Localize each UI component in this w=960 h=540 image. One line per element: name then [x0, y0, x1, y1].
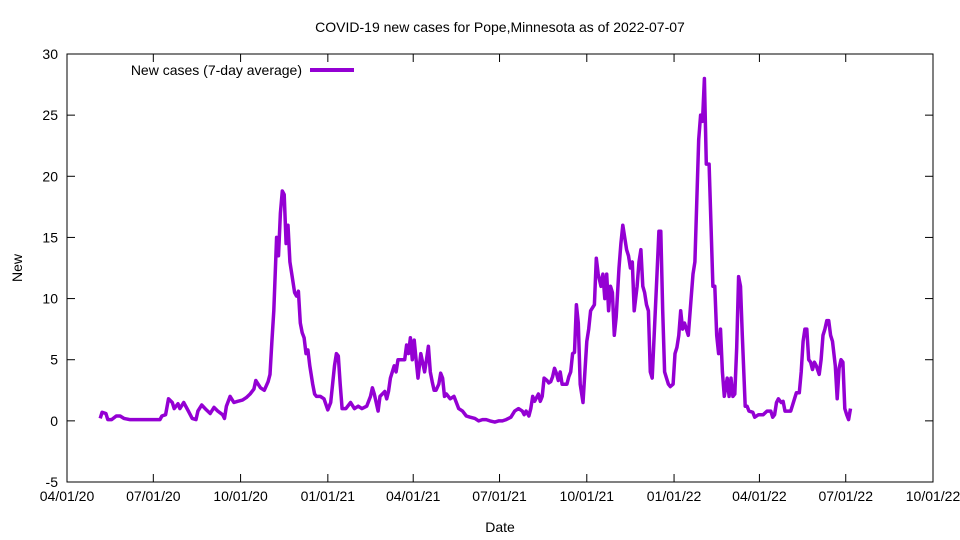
x-axis-label: Date [485, 519, 515, 535]
y-tick-label: 0 [50, 413, 58, 429]
x-axis: 04/01/20 07/01/20 10/01/20 01/01/21 04/01/21… [40, 54, 960, 504]
y-axis: -5 0 5 10 15 20 25 30 [42, 46, 933, 490]
x-tick-label: 04/01/22 [732, 488, 787, 504]
y-axis-label: New [9, 253, 25, 282]
y-tick-label: 15 [42, 229, 58, 245]
legend: New cases (7-day average) [131, 62, 354, 78]
x-tick-label: 10/01/22 [906, 488, 960, 504]
x-tick-label: 07/01/22 [818, 488, 873, 504]
y-tick-label: 20 [42, 168, 58, 184]
legend-label: New cases (7-day average) [131, 62, 302, 78]
series-layer [98, 76, 853, 424]
x-tick-label: 01/01/22 [647, 488, 702, 504]
y-tick-label: 30 [42, 46, 58, 62]
y-tick-label: -5 [46, 474, 59, 490]
y-tick-label: 25 [42, 107, 58, 123]
x-tick-label: 04/01/21 [386, 488, 441, 504]
x-tick-label: 10/01/20 [213, 488, 268, 504]
y-tick-label: 5 [50, 352, 58, 368]
y-tick-label: 10 [42, 291, 58, 307]
x-tick-label: 10/01/21 [560, 488, 615, 504]
series-line [98, 76, 853, 424]
x-tick-label: 07/01/20 [126, 488, 181, 504]
x-tick-label: 07/01/21 [472, 488, 527, 504]
x-tick-label: 04/01/20 [40, 488, 95, 504]
x-tick-label: 01/01/21 [301, 488, 356, 504]
chart-title: COVID-19 new cases for Pope,Minnesota as… [315, 19, 685, 35]
